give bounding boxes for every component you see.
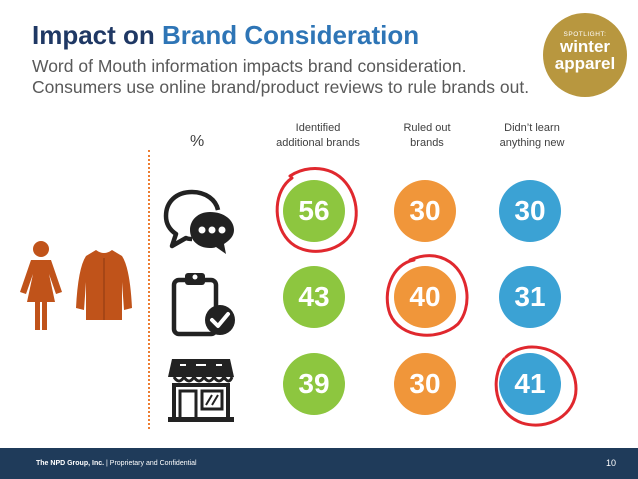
title-accent: Brand Consideration [162, 20, 420, 50]
page-number: 10 [605, 458, 616, 468]
highlight-circle-icon [494, 345, 578, 427]
value-bubble: 41 [499, 353, 561, 415]
woman-figure-icon [20, 241, 62, 330]
footer-separator: | [104, 460, 110, 467]
page-title: Impact on Brand Consideration [32, 20, 419, 51]
dotted-divider [148, 150, 150, 429]
footer-company: The NPD Group, Inc. [36, 460, 105, 467]
column-header-didnt-learn: Didn’t learn anything new [472, 121, 592, 151]
column-header-line: Ruled out [403, 122, 451, 134]
column-header-ruled-out: Ruled out brands [367, 121, 487, 151]
column-header-line: brands [410, 137, 444, 149]
column-header-line: Identified [295, 122, 341, 134]
badge-label: SPOTLIGHT: [563, 31, 607, 38]
footer-text: The NPD Group, Inc. | Proprietary and Co… [36, 460, 197, 467]
value-bubble: 30 [499, 180, 561, 242]
spotlight-badge: SPOTLIGHT: winter apparel [543, 13, 627, 97]
footer-bar: The NPD Group, Inc. | Proprietary and Co… [0, 448, 638, 479]
value-bubble: 30 [394, 180, 456, 242]
column-header-line: additional brands [276, 137, 360, 149]
value-bubble: 31 [499, 266, 561, 328]
clipboard-check-icon [171, 273, 235, 337]
value-bubble: 30 [394, 353, 456, 415]
value-bubble: 43 [283, 266, 345, 328]
storefront-icon [168, 359, 234, 422]
chat-bubbles-icon [163, 189, 234, 254]
highlight-circle-icon [275, 167, 358, 253]
column-header-line: Didn’t learn [504, 122, 560, 134]
value-bubble: 56 [283, 180, 345, 242]
title-main: Impact on [32, 20, 163, 50]
unit-label: % [190, 133, 205, 150]
value-bubble: 40 [394, 266, 456, 328]
page-subtitle: Word of Mouth information impacts brand … [32, 56, 530, 97]
value-bubble: 39 [283, 353, 345, 415]
badge-line-2: apparel [554, 54, 616, 73]
winter-coat-icon [76, 250, 132, 320]
badge-line-1: winter [559, 37, 611, 56]
footer-confidential: Proprietary and Confidential [109, 460, 197, 467]
highlight-circle-icon [385, 254, 469, 337]
column-header-line: anything new [499, 137, 565, 149]
column-header-identified: Identified additional brands [258, 121, 378, 151]
